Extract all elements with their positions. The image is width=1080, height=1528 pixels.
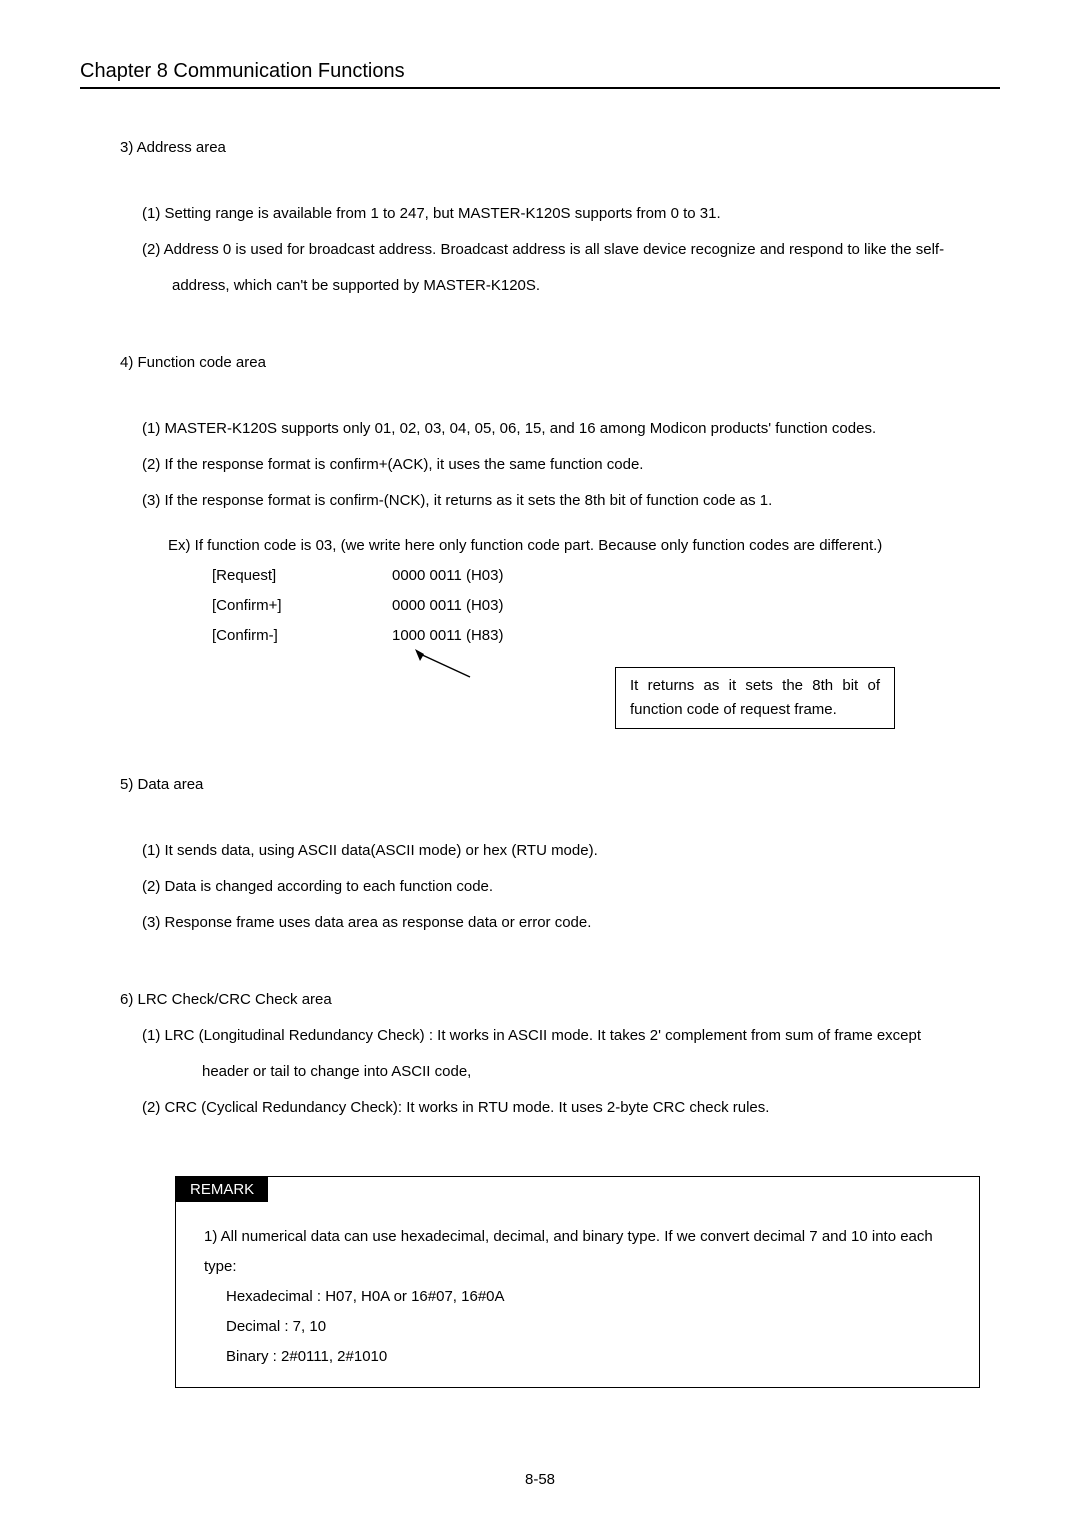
section-6-item-1: (1) LRC (Longitudinal Redundancy Check) …: [120, 1018, 980, 1054]
chapter-title: Chapter 8 Communication Functions: [80, 60, 405, 82]
remark-content: 1) All numerical data can use hexadecima…: [176, 1202, 979, 1387]
page-number: 8-58: [525, 1471, 555, 1488]
section-3-item-2: (2) Address 0 is used for broadcast addr…: [120, 232, 980, 268]
example-row-3: [Confirm-] 1000 0011 (H83): [120, 621, 980, 651]
section-5-heading: 5) Data area: [120, 776, 980, 793]
section-3-item-1: (1) Setting range is available from 1 to…: [120, 196, 980, 232]
example-row-1-value: 0000 0011 (H03): [392, 561, 980, 591]
section-5-item-2: (2) Data is changed according to each fu…: [120, 869, 980, 905]
remark-label: REMARK: [176, 1177, 268, 1202]
section-5-item-3: (3) Response frame uses data area as res…: [120, 905, 980, 941]
section-6-item-2: (2) CRC (Cyclical Redundancy Check): It …: [120, 1090, 980, 1126]
callout-box: It returns as it sets the 8th bit of fun…: [615, 667, 895, 729]
example-row-2-value: 0000 0011 (H03): [392, 591, 980, 621]
page-content: 3) Address area (1) Setting range is ava…: [80, 139, 1000, 1388]
example-row-1: [Request] 0000 0011 (H03): [120, 561, 980, 591]
section-4-item-1: (1) MASTER-K120S supports only 01, 02, 0…: [120, 411, 980, 447]
section-6-heading: 6) LRC Check/CRC Check area: [120, 991, 980, 1008]
section-3-item-2b: address, which can't be supported by MAS…: [120, 268, 980, 304]
section-4-item-2: (2) If the response format is confirm+(A…: [120, 447, 980, 483]
example-row-1-label: [Request]: [212, 561, 392, 591]
section-6-item-1b: header or tail to change into ASCII code…: [120, 1054, 980, 1090]
example-row-3-value: 1000 0011 (H83): [392, 621, 980, 651]
section-4-item-3: (3) If the response format is confirm-(N…: [120, 483, 980, 519]
arrow-icon: [400, 649, 600, 699]
remark-line-4: Binary : 2#0111, 2#1010: [204, 1342, 959, 1372]
remark-line-3: Decimal : 7, 10: [204, 1312, 959, 1342]
section-5-item-1: (1) It sends data, using ASCII data(ASCI…: [120, 833, 980, 869]
callout-text: It returns as it sets the 8th bit of fun…: [630, 677, 880, 718]
remark-box: REMARK 1) All numerical data can use hex…: [175, 1176, 980, 1388]
section-4-heading: 4) Function code area: [120, 354, 980, 371]
section-4-example: Ex) If function code is 03, (we write he…: [120, 531, 980, 561]
example-row-2: [Confirm+] 0000 0011 (H03): [120, 591, 980, 621]
remark-line-2: Hexadecimal : H07, H0A or 16#07, 16#0A: [204, 1282, 959, 1312]
example-row-2-label: [Confirm+]: [212, 591, 392, 621]
example-row-3-label: [Confirm-]: [212, 621, 392, 651]
page-header: Chapter 8 Communication Functions: [80, 60, 1000, 89]
remark-item-1: 1) All numerical data can use hexadecima…: [204, 1222, 959, 1282]
section-3-heading: 3) Address area: [120, 139, 980, 156]
